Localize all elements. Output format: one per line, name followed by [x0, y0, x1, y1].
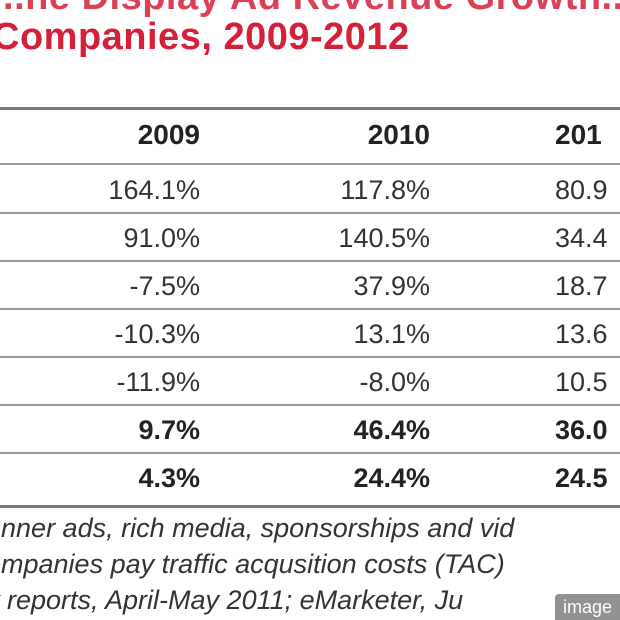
table-cell-row-6-col-2009: 9.7% — [138, 415, 200, 445]
image-badge: image — [554, 594, 620, 620]
table-cell-row-5-col-2010: -8.0% — [359, 367, 430, 397]
row-divider — [0, 452, 620, 454]
footnote-line-2: ompanies pay traffic acqusition costs (T… — [0, 549, 505, 579]
table-bottom-rule — [0, 505, 620, 508]
footnote-line-1: anner ads, rich media, sponsorships and … — [0, 513, 515, 543]
table-cell-row-6-col-2011: 36.0 — [555, 415, 608, 445]
row-divider — [0, 308, 620, 310]
column-header-2010: 2010 — [367, 119, 430, 150]
column-header-2011: 201 — [555, 119, 602, 150]
chart-title-line-1: ...ne Display Ad Revenue Growth... — [0, 0, 620, 19]
header-rule — [0, 163, 620, 165]
chart-title-line-2: Companies, 2009-2012 — [0, 16, 410, 58]
table-cell-row-4-col-2011: 13.6 — [555, 319, 608, 349]
row-divider — [0, 260, 620, 262]
table-cell-row-7-col-2009: 4.3% — [138, 463, 200, 493]
table-top-rule — [0, 107, 620, 110]
table-cell-row-5-col-2009: -11.9% — [116, 367, 200, 397]
table-cell-row-4-col-2009: -10.3% — [114, 319, 200, 349]
table-cell-row-1-col-2009: 164.1% — [108, 175, 200, 205]
table-cell-row-5-col-2011: 10.5 — [555, 367, 608, 397]
table-cell-row-7-col-2011: 24.5 — [555, 463, 608, 493]
row-divider — [0, 212, 620, 214]
row-divider — [0, 356, 620, 358]
table-cell-row-4-col-2010: 13.1% — [353, 319, 430, 349]
table-cell-row-1-col-2011: 80.9 — [555, 175, 608, 205]
table-cell-row-3-col-2009: -7.5% — [129, 271, 200, 301]
row-divider — [0, 404, 620, 406]
table-cell-row-2-col-2011: 34.4 — [555, 223, 608, 253]
column-header-2009: 2009 — [137, 119, 200, 150]
table-cell-row-2-col-2010: 140.5% — [338, 223, 430, 253]
table-cell-row-6-col-2010: 46.4% — [353, 415, 430, 445]
table-cell-row-3-col-2011: 18.7 — [555, 271, 608, 301]
table-cell-row-2-col-2009: 91.0% — [123, 223, 200, 253]
table-cell-row-1-col-2010: 117.8% — [340, 175, 430, 205]
table-cell-row-7-col-2010: 24.4% — [353, 463, 430, 493]
table-cell-row-3-col-2010: 37.9% — [353, 271, 430, 301]
footnote-line-3: y reports, April-May 2011; eMarketer, Ju — [0, 585, 464, 615]
